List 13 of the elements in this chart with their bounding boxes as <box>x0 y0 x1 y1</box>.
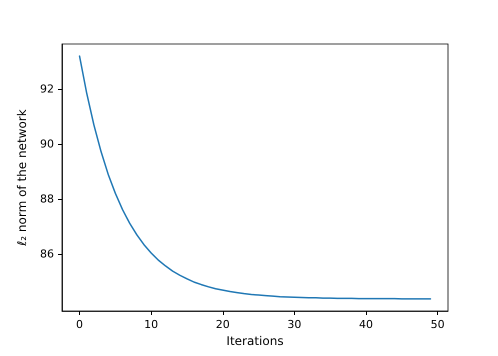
y-tick-label: 88 <box>40 192 54 206</box>
x-tick-label: 50 <box>430 318 445 331</box>
y-tick-label: 92 <box>40 82 54 96</box>
x-tick-label: 40 <box>359 318 373 331</box>
y-axis-title: ℓ₂ norm of the network <box>15 109 29 247</box>
x-tick-label: 20 <box>216 318 230 331</box>
x-tick-label: 0 <box>76 318 84 331</box>
x-tick-label: 30 <box>287 318 302 331</box>
y-tick-label: 86 <box>40 247 54 260</box>
y-tick-label: 90 <box>40 137 54 150</box>
x-axis-title: Iterations <box>226 334 284 348</box>
x-tick-label: 10 <box>144 318 158 331</box>
line-series <box>78 55 432 300</box>
